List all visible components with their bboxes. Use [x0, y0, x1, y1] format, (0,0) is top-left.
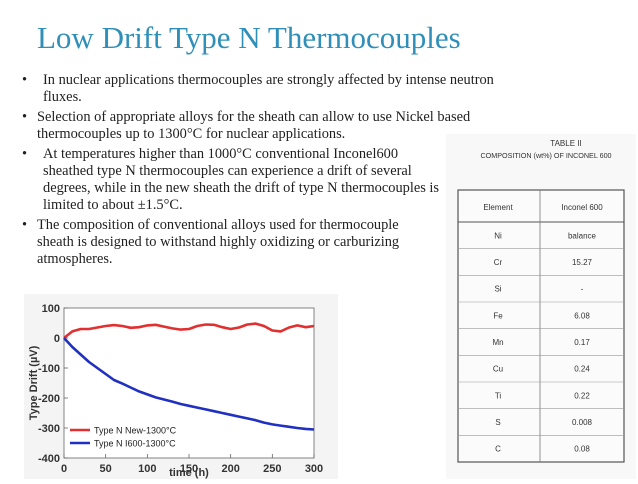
series-line-i600	[63, 337, 315, 431]
table-header-element: Element	[483, 203, 513, 212]
table-cell-element: Cr	[494, 258, 503, 267]
y-ticks: 100 0 -100 -200 -300 -400	[38, 303, 68, 465]
y-tick-label: 0	[54, 333, 60, 345]
table-cell-value: 0.24	[574, 365, 590, 374]
table-cell-element: Cu	[493, 365, 503, 374]
x-tick-label: 100	[138, 463, 156, 475]
bullet-2: Selection of appropriate alloys for the …	[20, 109, 522, 143]
table-rows: Ni balance Cr 15.27 Si - Fe 6.08 Mn 0.17 Cu 0.24 Ti 0…	[458, 231, 624, 454]
table-cell-value: 0.08	[574, 445, 590, 454]
table-cell-element: Mn	[492, 338, 503, 347]
x-ticks: 0 50 100 150 200 250 300	[61, 454, 323, 475]
x-tick-label: 0	[61, 463, 67, 475]
legend-label: Type N I600-1300°C	[94, 439, 176, 449]
table-cell-value: 15.27	[572, 258, 593, 267]
table-cell-value: 0.008	[572, 418, 593, 427]
drift-chart: 100 0 -100 -200 -300 -400 0 50 100 150 200 250 300 …	[24, 294, 338, 479]
drift-chart-svg: 1000-100-200-300-400 0 50 100 150 200 250 300 …	[28, 303, 323, 479]
y-tick-label: 100	[42, 303, 60, 315]
table-header-inconel: Inconel 600	[561, 203, 603, 212]
composition-table-image: TABLE II COMPOSITION (wt%) OF INCONEL 60…	[446, 134, 636, 479]
y-tick-label: -200	[38, 393, 60, 405]
x-tick-label: 200	[221, 463, 239, 475]
slide-title: Low Drift Type N Thermocouples	[37, 20, 461, 55]
table-cell-element: Ni	[494, 231, 502, 240]
y-tick-label: -100	[38, 363, 60, 375]
table-cell-element: Ti	[495, 391, 502, 400]
table-cell-value: -	[581, 285, 584, 294]
table-cell-value: 6.08	[574, 311, 590, 320]
bullet-1: In nuclear applications thermocouples ar…	[20, 72, 522, 106]
table-cell-value: 0.17	[574, 338, 590, 347]
x-tick-label: 50	[100, 463, 112, 475]
bullet-4: The composition of conventional alloys u…	[20, 217, 427, 268]
x-tick-label: 150	[180, 463, 198, 475]
x-axis-label: time (h)	[169, 467, 209, 479]
y-tick-label: -300	[38, 423, 60, 435]
y-axis-label: Type Drift (µV)	[28, 345, 40, 420]
series-line-new	[63, 322, 315, 340]
composition-table: TABLE II COMPOSITION (wt%) OF INCONEL 60…	[457, 139, 625, 463]
table-cell-value: balance	[568, 231, 597, 240]
table-cell-element: S	[495, 418, 500, 427]
table-border	[457, 189, 625, 463]
x-tick-label: 250	[263, 463, 281, 475]
legend-label: Type N New-1300°C	[94, 426, 177, 436]
table-cell-value: 0.22	[574, 391, 590, 400]
table-caption-2: COMPOSITION (wt%) OF INCONEL 600	[480, 151, 611, 160]
plot-area	[63, 307, 315, 459]
table-caption-1: TABLE II	[550, 139, 581, 148]
table-cell-element: C	[495, 445, 501, 454]
bullet-3: At temperatures higher than 1000°C conve…	[20, 146, 448, 214]
table-cell-element: Si	[494, 285, 501, 294]
y-tick-label: -400	[38, 453, 60, 465]
table-cell-element: Fe	[493, 311, 503, 320]
series-group	[63, 322, 315, 431]
x-tick-label: 300	[305, 463, 323, 475]
bullet-list: In nuclear applications thermocouples ar…	[20, 72, 522, 271]
chart-legend: Type N New-1300°C Type N I600-1300°C	[70, 426, 177, 449]
